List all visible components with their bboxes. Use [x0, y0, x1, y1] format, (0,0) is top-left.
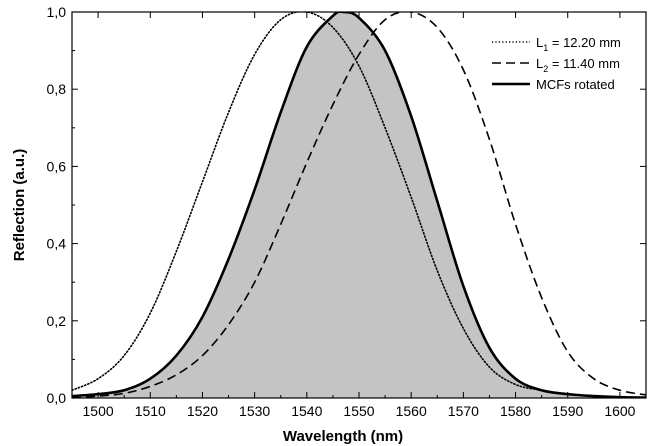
y-tick-label: 0,8 [47, 81, 67, 97]
axes: 1500 1510 1520 1530 1540 1550 1560 1570 1580 1590… [47, 4, 647, 419]
x-tick-label: 1500 [83, 403, 114, 419]
x-axis-title: Wavelength (nm) [283, 428, 403, 445]
legend-label-1: L2 = 11.40 mm [536, 56, 620, 74]
x-tick-label: 1560 [396, 403, 427, 419]
x-tick-label: 1580 [500, 403, 531, 419]
x-tick-label: 1540 [291, 403, 322, 419]
plot-area [72, 12, 646, 398]
y-tick-label: 0,2 [47, 313, 67, 329]
series-area-2 [72, 12, 646, 398]
legend-label-2: MCFs rotated [536, 77, 615, 92]
legend-label-0: L1 = 12.20 mm [536, 35, 621, 53]
x-tick-label: 1570 [448, 403, 479, 419]
series-line-2 [72, 12, 646, 398]
x-tick-label: 1520 [187, 403, 218, 419]
y-tick-label: 0,6 [47, 158, 67, 174]
x-tick-label: 1550 [343, 403, 374, 419]
legend: L1 = 12.20 mm L2 = 11.40 mm MCFs rotated [492, 35, 621, 92]
x-tick-label: 1530 [239, 403, 270, 419]
y-tick-label: 0,4 [47, 236, 67, 252]
x-tick-label: 1590 [552, 403, 583, 419]
y-tick-label: 0,0 [47, 390, 67, 406]
y-axis-title: Reflection (a.u.) [11, 149, 28, 262]
series-line-0 [72, 12, 646, 398]
y-tick-label: 1,0 [47, 4, 67, 20]
series-line-1 [72, 12, 646, 398]
x-tick-label: 1510 [135, 403, 166, 419]
x-tick-label: 1600 [604, 403, 635, 419]
